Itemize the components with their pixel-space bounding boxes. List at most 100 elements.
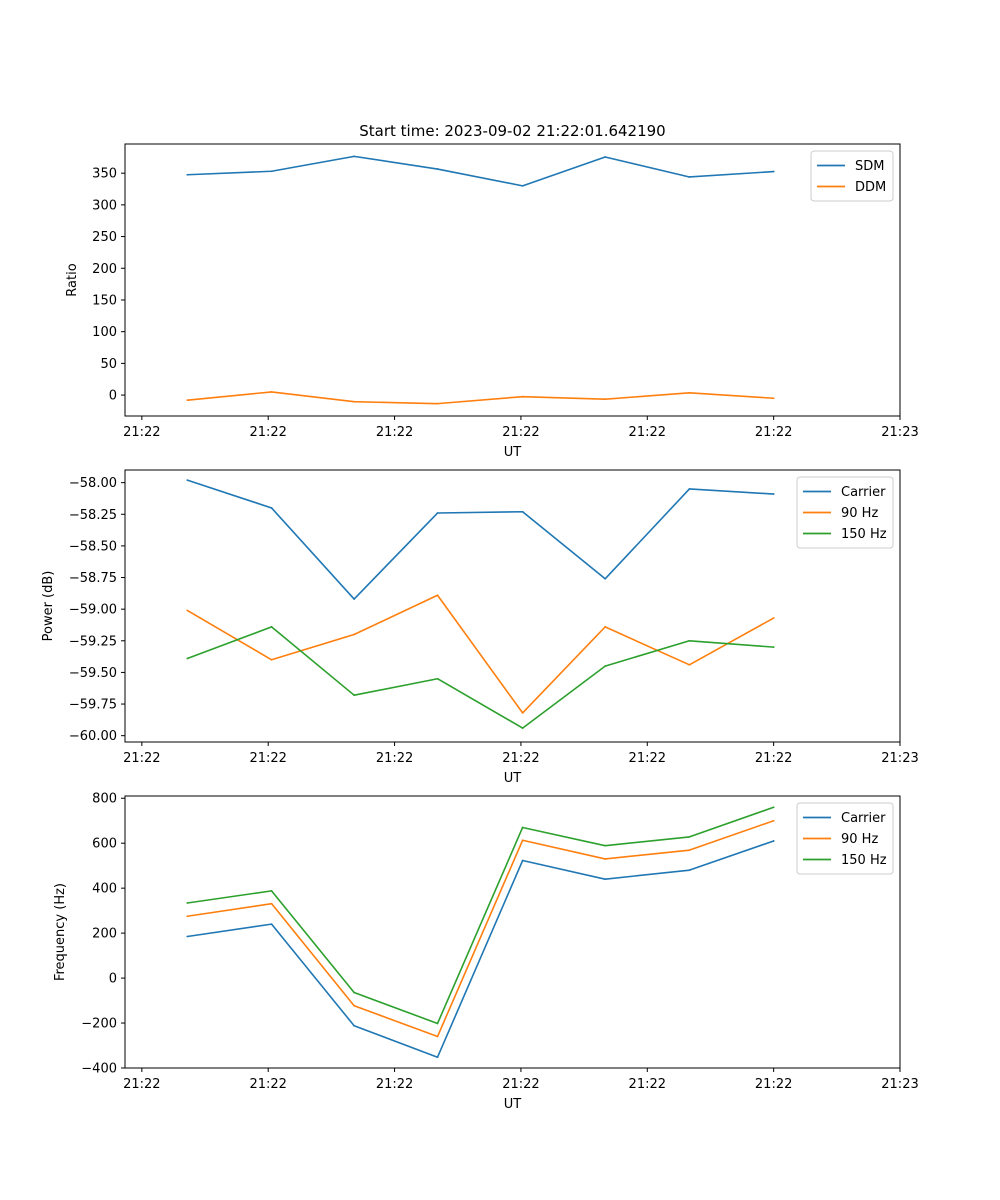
data-point-carrier — [436, 512, 439, 514]
data-point-90-hz — [772, 819, 775, 822]
chart-panel-2: 21:22 21:22 21:22 21:22 21:22 21:22 21:23 −60.0… — [41, 469, 919, 786]
y-tick-label: 50 — [100, 357, 117, 372]
data-point-ddm — [353, 400, 356, 403]
legend-label-90-hz: 90 Hz — [841, 832, 878, 847]
data-point-150-hz — [186, 657, 189, 660]
data-point-ddm — [604, 398, 607, 401]
series-line-90-hz — [187, 819, 774, 1038]
x-tick-label: 21:23 — [881, 425, 918, 440]
x-tick-label: 21:22 — [123, 425, 160, 440]
series-line-sdm — [187, 155, 774, 187]
data-point-carrier — [772, 840, 775, 842]
data-point-carrier — [772, 493, 775, 495]
data-point-sdm — [521, 184, 524, 187]
x-tick-label: 21:22 — [376, 425, 413, 440]
data-point-150-hz — [436, 1022, 439, 1025]
y-tick-label: −400 — [81, 1062, 117, 1077]
data-point-90-hz — [688, 849, 691, 852]
x-tick-label: 21:23 — [881, 751, 918, 766]
legend-box — [796, 802, 894, 875]
y-tick-label: −60.00 — [69, 729, 117, 744]
data-point-ddm — [688, 391, 691, 394]
data-point-carrier — [688, 869, 691, 872]
data-point-150-hz — [772, 806, 775, 809]
y-tick-label: 200 — [92, 262, 117, 277]
data-point-ddm — [772, 397, 775, 400]
y-tick-label: −200 — [81, 1017, 117, 1032]
legend: Carrier 90 Hz 150 Hz — [796, 802, 894, 875]
legend-box — [810, 150, 894, 202]
data-point-carrier — [186, 479, 189, 482]
data-point-ddm — [521, 395, 524, 398]
chart-panel-1: Start time: 2023-09-02 21:22:01.642190 21… — [65, 122, 919, 460]
y-tick-label: 400 — [92, 882, 117, 897]
series-line-150-hz — [187, 626, 774, 729]
data-point-90-hz — [353, 633, 356, 636]
data-point-90-hz — [270, 902, 273, 905]
series-line-90-hz — [186, 594, 775, 714]
data-point-carrier — [604, 878, 607, 881]
data-point-ddm — [186, 399, 189, 402]
y-tick-label: 100 — [92, 325, 117, 340]
data-point-150-hz — [186, 902, 189, 904]
legend-label-90-hz: 90 Hz — [841, 506, 878, 521]
data-point-90-hz — [186, 609, 189, 612]
plot-frame — [124, 469, 901, 743]
data-point-150-hz — [353, 694, 356, 697]
y-tick-label: −58.75 — [69, 571, 117, 586]
data-point-90-hz — [353, 1004, 356, 1007]
data-point-150-hz — [270, 625, 273, 628]
y-tick-label: 350 — [92, 167, 117, 182]
y-tick-label: 600 — [92, 837, 117, 852]
x-tick-label: 21:22 — [755, 1077, 792, 1092]
data-point-carrier — [270, 507, 273, 509]
data-point-sdm — [772, 170, 775, 173]
data-point-carrier — [436, 1056, 439, 1059]
x-tick-label: 21:22 — [249, 751, 286, 766]
y-tick-label: −58.50 — [69, 539, 117, 554]
data-point-150-hz — [436, 677, 439, 680]
data-point-90-hz — [436, 1035, 439, 1038]
x-tick-label: 21:22 — [755, 425, 792, 440]
data-point-sdm — [186, 173, 189, 176]
data-point-150-hz — [688, 639, 691, 642]
x-tick-label: 21:22 — [249, 425, 286, 440]
series-line-carrier — [187, 479, 774, 600]
data-point-carrier — [353, 1024, 356, 1027]
data-point-90-hz — [772, 617, 775, 619]
legend-label-carrier: Carrier — [841, 811, 886, 826]
y-axis-label: Power (dB) — [41, 571, 56, 642]
y-tick-label: 200 — [92, 927, 117, 942]
series-line-carrier — [187, 840, 774, 1059]
x-tick-label: 21:22 — [123, 751, 160, 766]
data-point-150-hz — [772, 646, 775, 649]
legend-box — [796, 476, 894, 549]
data-point-carrier — [521, 859, 524, 862]
y-tick-label: 300 — [92, 198, 117, 213]
x-axis-label: UT — [504, 771, 522, 786]
data-point-sdm — [353, 155, 356, 158]
y-tick-label: 0 — [109, 389, 117, 404]
x-tick-label: 21:22 — [629, 425, 666, 440]
legend-label-ddm: DDM — [855, 180, 886, 195]
y-tick-label: 0 — [109, 972, 117, 987]
x-axis-label: UT — [504, 1097, 522, 1112]
data-point-sdm — [270, 170, 273, 173]
chart-panel-3: 21:22 21:22 21:22 21:22 21:22 21:22 21:23 −400 −… — [53, 792, 919, 1112]
data-point-carrier — [604, 577, 607, 580]
data-point-150-hz — [270, 889, 273, 892]
legend-label-150-hz: 150 Hz — [841, 853, 887, 868]
y-axis-label: Frequency (Hz) — [53, 883, 68, 981]
series-line-ddm — [187, 391, 774, 405]
data-point-150-hz — [604, 844, 607, 847]
data-point-ddm — [270, 391, 273, 393]
x-tick-label: 21:22 — [249, 1077, 286, 1092]
data-point-90-hz — [436, 594, 439, 597]
y-tick-label: −58.25 — [69, 508, 117, 523]
y-tick-label: −59.25 — [69, 634, 117, 649]
chart-title: Start time: 2023-09-02 21:22:01.642190 — [359, 122, 665, 140]
data-point-150-hz — [521, 727, 524, 729]
data-point-carrier — [353, 598, 356, 600]
data-point-90-hz — [604, 625, 607, 628]
